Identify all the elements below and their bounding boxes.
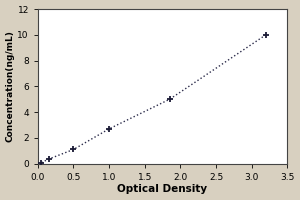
Y-axis label: Concentration(ng/mL): Concentration(ng/mL) <box>6 30 15 142</box>
X-axis label: Optical Density: Optical Density <box>118 184 208 194</box>
